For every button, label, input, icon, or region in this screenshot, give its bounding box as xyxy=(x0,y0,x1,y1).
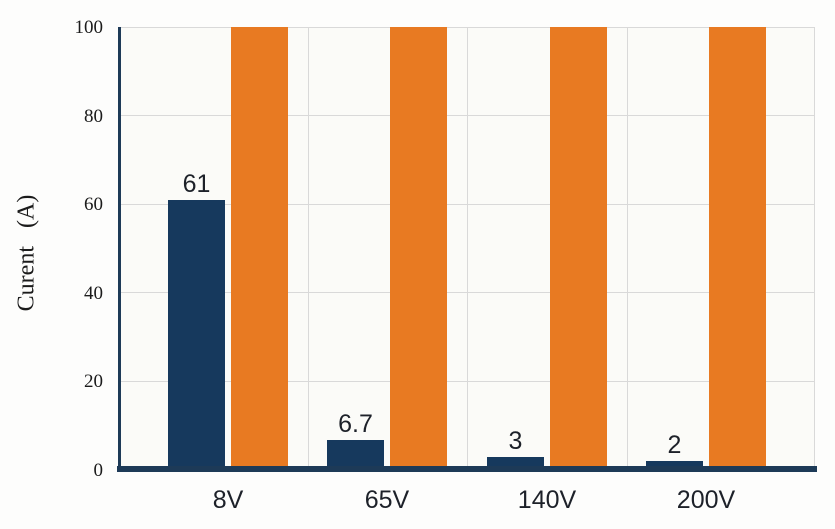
y-tick-label: 40 xyxy=(84,282,103,304)
y-tick-label: 0 xyxy=(93,460,104,481)
gridline-vertical xyxy=(467,27,468,470)
bar-navy xyxy=(168,199,225,470)
bar-orange xyxy=(550,27,607,470)
x-axis-line xyxy=(117,466,817,472)
x-category-label: 200V xyxy=(676,486,736,514)
bar-value-label: 6.7 xyxy=(338,410,373,439)
bar-value-label: 2 xyxy=(667,431,682,460)
bar-navy xyxy=(646,461,703,470)
y-tick-label: 60 xyxy=(84,194,103,216)
y-axis-title: Curent (A) xyxy=(13,194,40,312)
y-axis-line xyxy=(118,27,121,470)
gridline-vertical xyxy=(307,27,309,470)
bar-value-label: 3 xyxy=(508,426,523,455)
y-tick-label: 100 xyxy=(74,17,104,38)
bar-orange xyxy=(709,27,766,470)
bar-value-label: 61 xyxy=(182,169,211,198)
bar-orange xyxy=(390,27,447,470)
y-tick-label: 80 xyxy=(84,105,103,127)
x-category-label: 8V xyxy=(212,486,244,514)
y-tick-label: 20 xyxy=(84,371,103,393)
bar-navy xyxy=(327,440,384,470)
x-category-label: 65V xyxy=(364,486,410,514)
bar-orange xyxy=(231,27,288,470)
gridline-vertical xyxy=(626,27,628,470)
gridline-vertical xyxy=(814,27,815,470)
x-category-label: 140V xyxy=(517,486,577,514)
plot-area: 61 6.7 3 2 xyxy=(120,26,815,470)
